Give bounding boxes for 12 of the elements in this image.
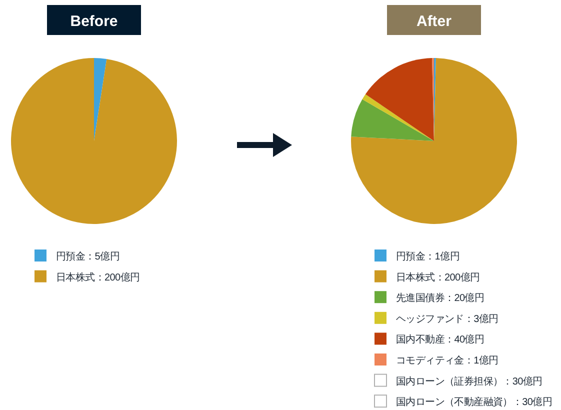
legend-label: ヘッジファンド：3億円 [396, 314, 498, 325]
legend-label: 日本株式：200億円 [396, 272, 480, 284]
legend-label: 円預金：1億円 [396, 252, 460, 262]
legend-label: 先進国債券：20億円 [396, 293, 484, 304]
legend-label: 国内ローン（証券担保）：30億円 [396, 376, 542, 388]
legend-label: コモディティ金：1億円 [396, 356, 498, 366]
legend-label: 日本株式：200億円 [56, 272, 140, 284]
legend-label: 国内ローン（不動産融資）：30億円 [396, 397, 552, 408]
chart-title: Before [70, 13, 118, 30]
legend-label: 国内不動産：40億円 [396, 334, 484, 346]
legend-label: 円預金：5億円 [56, 252, 120, 262]
chart-title: After [416, 13, 452, 30]
